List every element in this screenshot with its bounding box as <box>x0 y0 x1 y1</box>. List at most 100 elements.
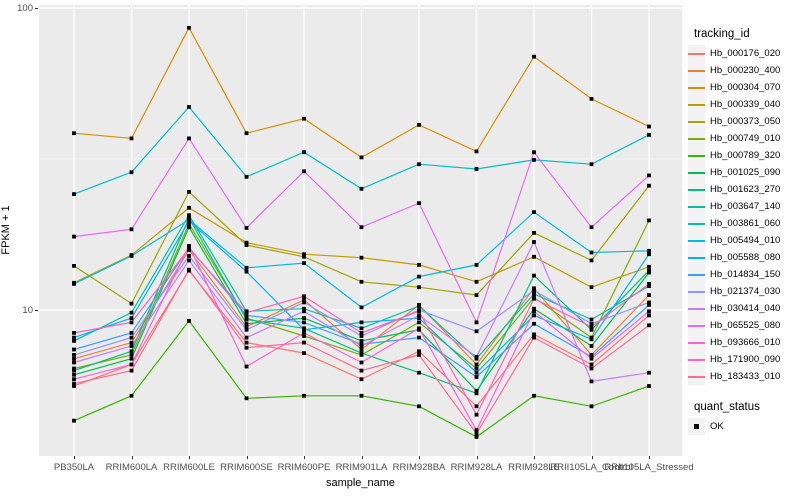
point-marker <box>302 150 306 155</box>
point-marker <box>302 327 306 332</box>
point-marker <box>72 368 76 373</box>
legend-status-items: OK <box>688 418 800 435</box>
point-marker <box>647 270 651 275</box>
point-marker <box>474 149 479 154</box>
point-marker <box>129 353 134 357</box>
x-tick-label: RRIM600LA <box>105 462 158 473</box>
point-marker <box>302 254 306 259</box>
point-marker <box>72 360 76 365</box>
point-marker <box>532 296 536 301</box>
legend-key-line <box>688 239 705 242</box>
point-marker <box>647 133 651 137</box>
point-marker <box>359 377 364 382</box>
legend-key-line <box>688 375 705 378</box>
point-marker <box>72 264 76 268</box>
point-marker <box>474 167 479 171</box>
legend-item-Hb_065525_080: Hb_065525_080 <box>688 317 800 334</box>
legend-key <box>688 79 705 96</box>
point-marker <box>129 331 134 335</box>
point-marker <box>129 368 134 373</box>
point-marker <box>129 301 134 306</box>
legend-key-line <box>688 120 705 123</box>
point-marker <box>302 316 306 320</box>
legend-key <box>688 249 705 266</box>
point-marker <box>532 158 536 162</box>
point-marker <box>589 344 594 348</box>
point-marker <box>417 123 421 127</box>
legend-key <box>688 62 705 79</box>
point-marker <box>129 254 134 258</box>
legend-key <box>688 181 705 198</box>
point-marker <box>359 368 364 373</box>
point-marker <box>589 404 594 409</box>
point-marker <box>647 282 651 286</box>
point-marker <box>359 320 364 325</box>
point-marker <box>359 393 364 398</box>
point-marker <box>359 225 364 230</box>
legend-key-line <box>688 103 705 106</box>
point-marker <box>187 225 191 230</box>
point-marker <box>532 273 536 278</box>
point-marker <box>129 356 134 361</box>
point-marker <box>72 377 76 382</box>
point-marker <box>417 316 421 320</box>
x-tick-label: RRIM928LE <box>508 462 560 473</box>
legend-key-line <box>688 205 705 208</box>
point-marker <box>244 321 249 326</box>
legend-item-Hb_021374_030: Hb_021374_030 <box>688 283 800 300</box>
legend-label: Hb_001623_270 <box>710 184 781 195</box>
x-tick-label: RRIM901LA <box>335 462 388 473</box>
point-marker <box>589 366 594 371</box>
point-marker <box>187 258 191 263</box>
point-marker <box>244 240 249 245</box>
point-marker <box>244 310 249 315</box>
point-marker <box>187 190 191 194</box>
legend-key <box>688 283 705 300</box>
x-tick-mark <box>131 456 133 459</box>
legend-key <box>688 45 705 62</box>
legend-key <box>688 198 705 215</box>
point-marker <box>129 170 134 175</box>
x-tick-label: RRII105LA_Control <box>550 462 633 473</box>
legend-title-tracking-id: tracking_id <box>694 28 750 40</box>
point-marker <box>647 370 651 375</box>
legend-key <box>688 418 705 435</box>
point-marker <box>72 384 76 388</box>
point-marker <box>647 309 651 314</box>
point-marker <box>474 293 479 297</box>
point-marker <box>589 250 594 255</box>
point-marker <box>359 347 364 352</box>
point-marker <box>359 155 364 160</box>
legend-key-line <box>688 256 705 259</box>
point-marker <box>474 375 479 379</box>
point-marker <box>244 396 249 401</box>
point-marker <box>589 321 594 326</box>
point-marker <box>647 313 651 318</box>
legend-label: Hb_000789_320 <box>710 150 781 161</box>
point-marker <box>244 345 249 350</box>
x-tick-mark <box>476 456 478 459</box>
point-marker <box>129 362 134 367</box>
point-marker <box>474 279 479 284</box>
point-marker <box>244 340 249 345</box>
point-marker <box>187 219 191 223</box>
point-marker <box>474 388 479 393</box>
point-marker <box>417 326 421 331</box>
legend-item-Hb_000230_400: Hb_000230_400 <box>688 62 800 79</box>
point-marker <box>129 349 134 354</box>
legend-key <box>688 317 705 334</box>
x-tick-label: RRIM600LE <box>163 462 215 473</box>
point-marker <box>244 174 249 179</box>
point-marker <box>417 335 421 340</box>
point-marker <box>474 366 479 371</box>
point-marker <box>244 335 249 340</box>
point-marker <box>532 332 536 337</box>
point-marker <box>532 231 536 235</box>
point-marker <box>359 334 364 338</box>
point-marker <box>187 105 191 109</box>
legend-item-Hb_183433_010: Hb_183433_010 <box>688 368 800 385</box>
y-tick-label: 100 <box>17 2 33 14</box>
point-marker <box>474 431 479 436</box>
legend-key <box>688 266 705 283</box>
